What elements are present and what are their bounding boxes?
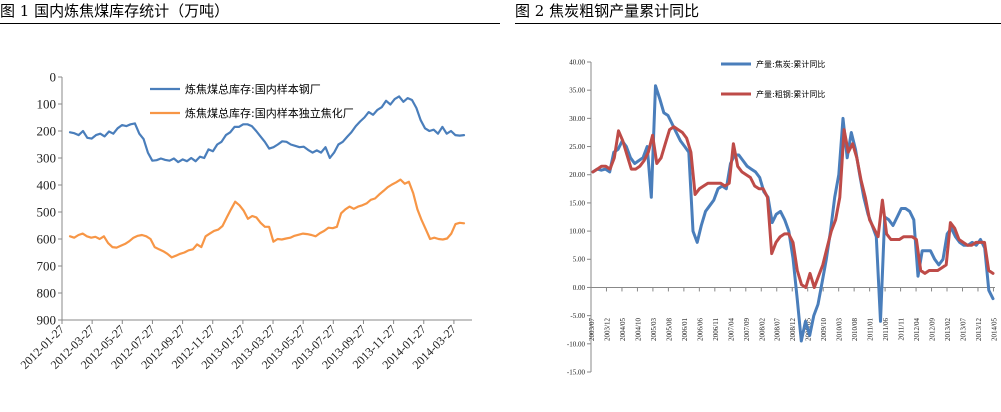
x-tick-label: 2005/08 [665,318,673,341]
x-tick-label: 2006/01 [681,318,689,341]
x-tick-label: 2007/04 [727,318,735,341]
x-tick-label: 2008/07 [774,318,782,341]
y-tick-label: 900 [37,313,57,328]
x-tick-label: 2013/12 [975,318,983,341]
legend-label-2: 炼焦煤总库存:国内样本独立焦化厂 [185,106,354,120]
x-tick-label: 2007/09 [743,318,751,341]
legend-label-2: 产量:粗钢:累计同比 [756,89,825,99]
figure-1-chart: 01002003004005006007008009002012-01-2720… [18,70,472,372]
legend-label-1: 炼焦煤总库存:国内样本钢厂 [185,82,321,96]
x-tick-label: 2005/03 [650,318,658,341]
x-tick-label: 2011/11 [898,318,906,341]
figure-1-title-rule [0,23,500,24]
y-tick-label: 30.00 [569,115,585,123]
x-tick-label: 2011/01 [867,318,875,341]
y-tick-label: 20.00 [569,171,585,179]
x-tick-label: 2003/07 [588,318,596,341]
y-tick-label: -5.00 [570,312,585,320]
y-tick-label: 300 [37,151,57,166]
x-tick-label: 2014/05 [990,318,998,341]
x-tick-label: 2006/06 [696,318,704,341]
x-tick-label: 2010/08 [851,318,859,341]
x-tick-label: 2006/11 [712,318,720,341]
x-tick-label: 2004/10 [634,318,642,341]
x-tick-label: 2004/05 [619,318,627,341]
figure-2-panel: 图 2 焦炭粗钢产量累计同比 40.00 35.00 30.00 25.00 20.00… [515,0,1001,412]
x-tick-label: 2011/06 [882,318,890,341]
y-tick-label: 500 [37,205,57,220]
figure-1-title: 图 1 国内炼焦煤库存统计（万吨） [0,2,230,20]
y-tick-label: 100 [37,97,57,112]
y-tick-label: 40.00 [569,58,585,66]
figure-2-title-rule [515,23,1001,24]
x-tick-label: 2003/12 [603,318,611,341]
y-tick-label: 0 [50,70,57,85]
y-tick-label: 800 [37,286,57,301]
figure-2-title: 图 2 焦炭粗钢产量累计同比 [515,2,700,20]
series-line-2 [68,178,466,259]
x-tick-label: 2012/04 [913,318,921,341]
y-tick-label: 15.00 [569,199,585,207]
y-tick-label: 35.00 [569,87,585,95]
y-tick-label: 25.00 [569,143,585,151]
x-tick-label: 2009/10 [820,318,828,341]
y-tick-label: -15.00 [567,368,586,376]
y-tick-label: 200 [37,124,57,139]
series-line-2 [591,125,995,289]
x-tick-label: 2013/07 [959,318,967,341]
x-tick-label: 2012/09 [929,318,937,341]
legend-label-1: 产量:焦炭:累计同比 [756,59,825,69]
series-line-1 [591,84,995,343]
y-tick-label: 10.00 [569,228,585,236]
series-line-1 [68,95,466,164]
figure-1-panel: 图 1 国内炼焦煤库存统计（万吨） 0 100 200 300 400 500 600 700… [0,0,500,412]
x-tick-label: 2008/02 [758,318,766,341]
x-tick-label: 2008/12 [789,318,797,341]
y-tick-label: 0.00 [573,284,586,292]
y-tick-label: 700 [37,259,57,274]
x-tick-label: 2013/02 [944,318,952,341]
y-tick-label: 400 [37,178,57,193]
y-tick-label: 5.00 [573,256,586,264]
x-tick-label: 2010/03 [836,318,844,341]
y-tick-label: 600 [37,232,57,247]
figure-2-chart: 40.00 35.00 30.00 25.00 20.00 15.00 10.00 5.00 0… [567,58,999,376]
y-tick-label: -10.00 [567,340,586,348]
